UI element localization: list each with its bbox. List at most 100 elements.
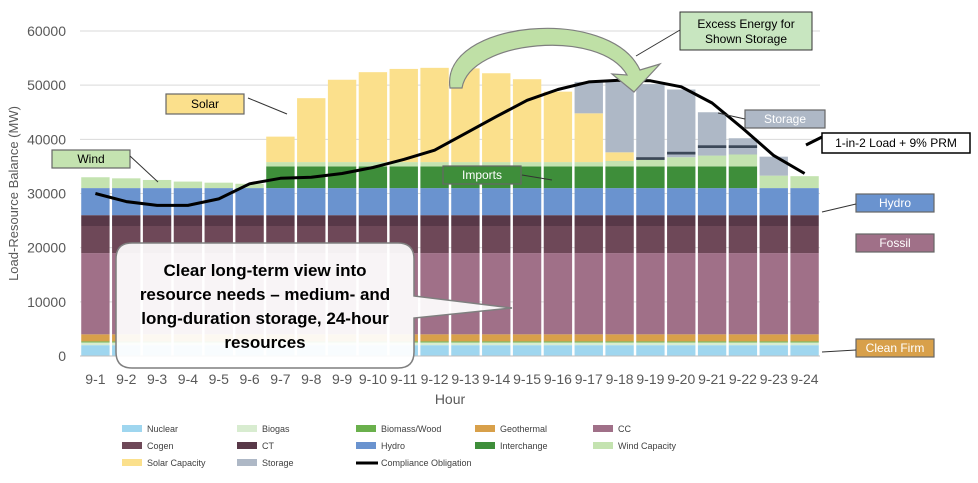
bar-nuclear: [81, 345, 110, 356]
bar-wind-capacity: [543, 162, 573, 167]
bar-biogas: [667, 342, 696, 346]
bar-solar-capacity: [605, 152, 634, 161]
bar-ct: [636, 215, 665, 226]
excess-arrow: [449, 27, 662, 93]
bar-wind-capacity: [697, 155, 727, 167]
legend-label: Nuclear: [147, 424, 178, 434]
bar-ct: [420, 215, 449, 226]
bar-interchange: [605, 166, 634, 189]
x-tick-label: 9-10: [359, 371, 387, 387]
solar-box: [165, 93, 245, 115]
bar-nuclear: [697, 345, 727, 356]
bar-wind-capacity: [512, 162, 542, 167]
solar-label: Solar: [191, 97, 219, 111]
x-tick-label: 9-19: [636, 371, 664, 387]
bar-geothermal: [728, 334, 758, 342]
bar-wind-capacity: [81, 177, 110, 189]
bar-cc: [512, 253, 542, 335]
bar-ct: [512, 215, 542, 226]
bar-storage: [759, 156, 788, 176]
x-tick-label: 9-11: [390, 371, 417, 387]
bar-hydro: [358, 188, 388, 216]
bar-wind-capacity: [574, 162, 603, 167]
bar-wind-capacity: [451, 162, 480, 167]
bar-wind-capacity: [327, 162, 357, 167]
bar-biogas: [543, 342, 573, 346]
load-connector: [805, 135, 823, 147]
bar-hydro: [543, 188, 573, 216]
bar-biomass-wood: [81, 341, 110, 343]
bar-storage: [667, 89, 696, 158]
bar-prm-segment: [636, 157, 665, 160]
bar-hydro: [790, 188, 819, 216]
bar-biomass-wood: [482, 341, 511, 343]
excess-pointer: [635, 29, 681, 57]
bar-cc: [759, 253, 788, 335]
bar-wind-capacity: [636, 158, 665, 167]
bar-hydro: [512, 188, 542, 216]
bar-cogen: [667, 226, 696, 254]
fossil-box: [855, 233, 935, 253]
bar-cogen: [512, 226, 542, 254]
x-tick-label: 9-23: [760, 371, 788, 387]
legend-swatch: [356, 425, 376, 432]
bar-nuclear: [420, 345, 449, 356]
bar-hydro: [297, 188, 326, 216]
bar-ct: [327, 215, 357, 226]
bar-biomass-wood: [667, 341, 696, 343]
bar-solar-capacity: [358, 72, 388, 163]
bar-hydro: [636, 188, 665, 216]
bar-geothermal: [543, 334, 573, 342]
bar-hydro: [389, 188, 418, 216]
legend-label: CC: [618, 424, 631, 434]
y-tick-label: 10000: [27, 294, 66, 310]
bar-ct: [235, 215, 264, 226]
bar-wind-capacity: [297, 162, 326, 167]
bar-biogas: [420, 342, 449, 346]
bar-biogas: [728, 342, 758, 346]
bar-wind-capacity: [605, 161, 634, 167]
x-tick-label: 9-18: [606, 371, 634, 387]
bar-geothermal: [697, 334, 727, 342]
legend-swatch: [593, 442, 613, 449]
x-tick-label: 9-17: [575, 371, 603, 387]
bar-biogas: [636, 342, 665, 346]
bar-storage: [605, 81, 634, 153]
bar-cogen: [728, 226, 758, 254]
bar-hydro: [327, 188, 357, 216]
legend-swatch: [356, 442, 376, 449]
callout-line: resource needs – medium- and: [140, 285, 390, 304]
legend-label: Hydro: [381, 441, 405, 451]
bar-interchange: [327, 166, 357, 189]
bar-cogen: [697, 226, 727, 254]
bar-biogas: [759, 342, 788, 346]
legend-swatch: [475, 442, 495, 449]
bar-biogas: [697, 342, 727, 346]
bar-cogen: [451, 226, 480, 254]
axes: 0 10000 20000 30000 40000 50000 60000 9-1 9-2 9-3…: [6, 23, 820, 407]
imports-label: Imports: [462, 168, 502, 182]
bar-wind-capacity: [759, 175, 788, 189]
storage-label: Storage: [764, 112, 806, 126]
bar-geothermal: [790, 334, 819, 342]
bar-cc: [420, 253, 449, 335]
bar-ct: [543, 215, 573, 226]
bar-geothermal: [81, 334, 110, 342]
bar-interchange: [543, 166, 573, 189]
bar-hydro: [142, 188, 172, 216]
bar-solar-capacity: [420, 67, 449, 163]
bar-geothermal: [605, 334, 634, 342]
bar-geothermal: [636, 334, 665, 342]
bar-ct: [81, 215, 110, 226]
bar-biomass-wood: [790, 341, 819, 343]
bar-cc: [790, 253, 819, 335]
x-tick-label: 9-22: [729, 371, 757, 387]
legend-label: Solar Capacity: [147, 458, 206, 468]
bar-wind-capacity: [112, 178, 141, 189]
bar-interchange: [667, 166, 696, 189]
bar-cogen: [420, 226, 449, 254]
bar-ct: [482, 215, 511, 226]
compliance-line: [95, 78, 806, 207]
bar-ct: [142, 215, 172, 226]
